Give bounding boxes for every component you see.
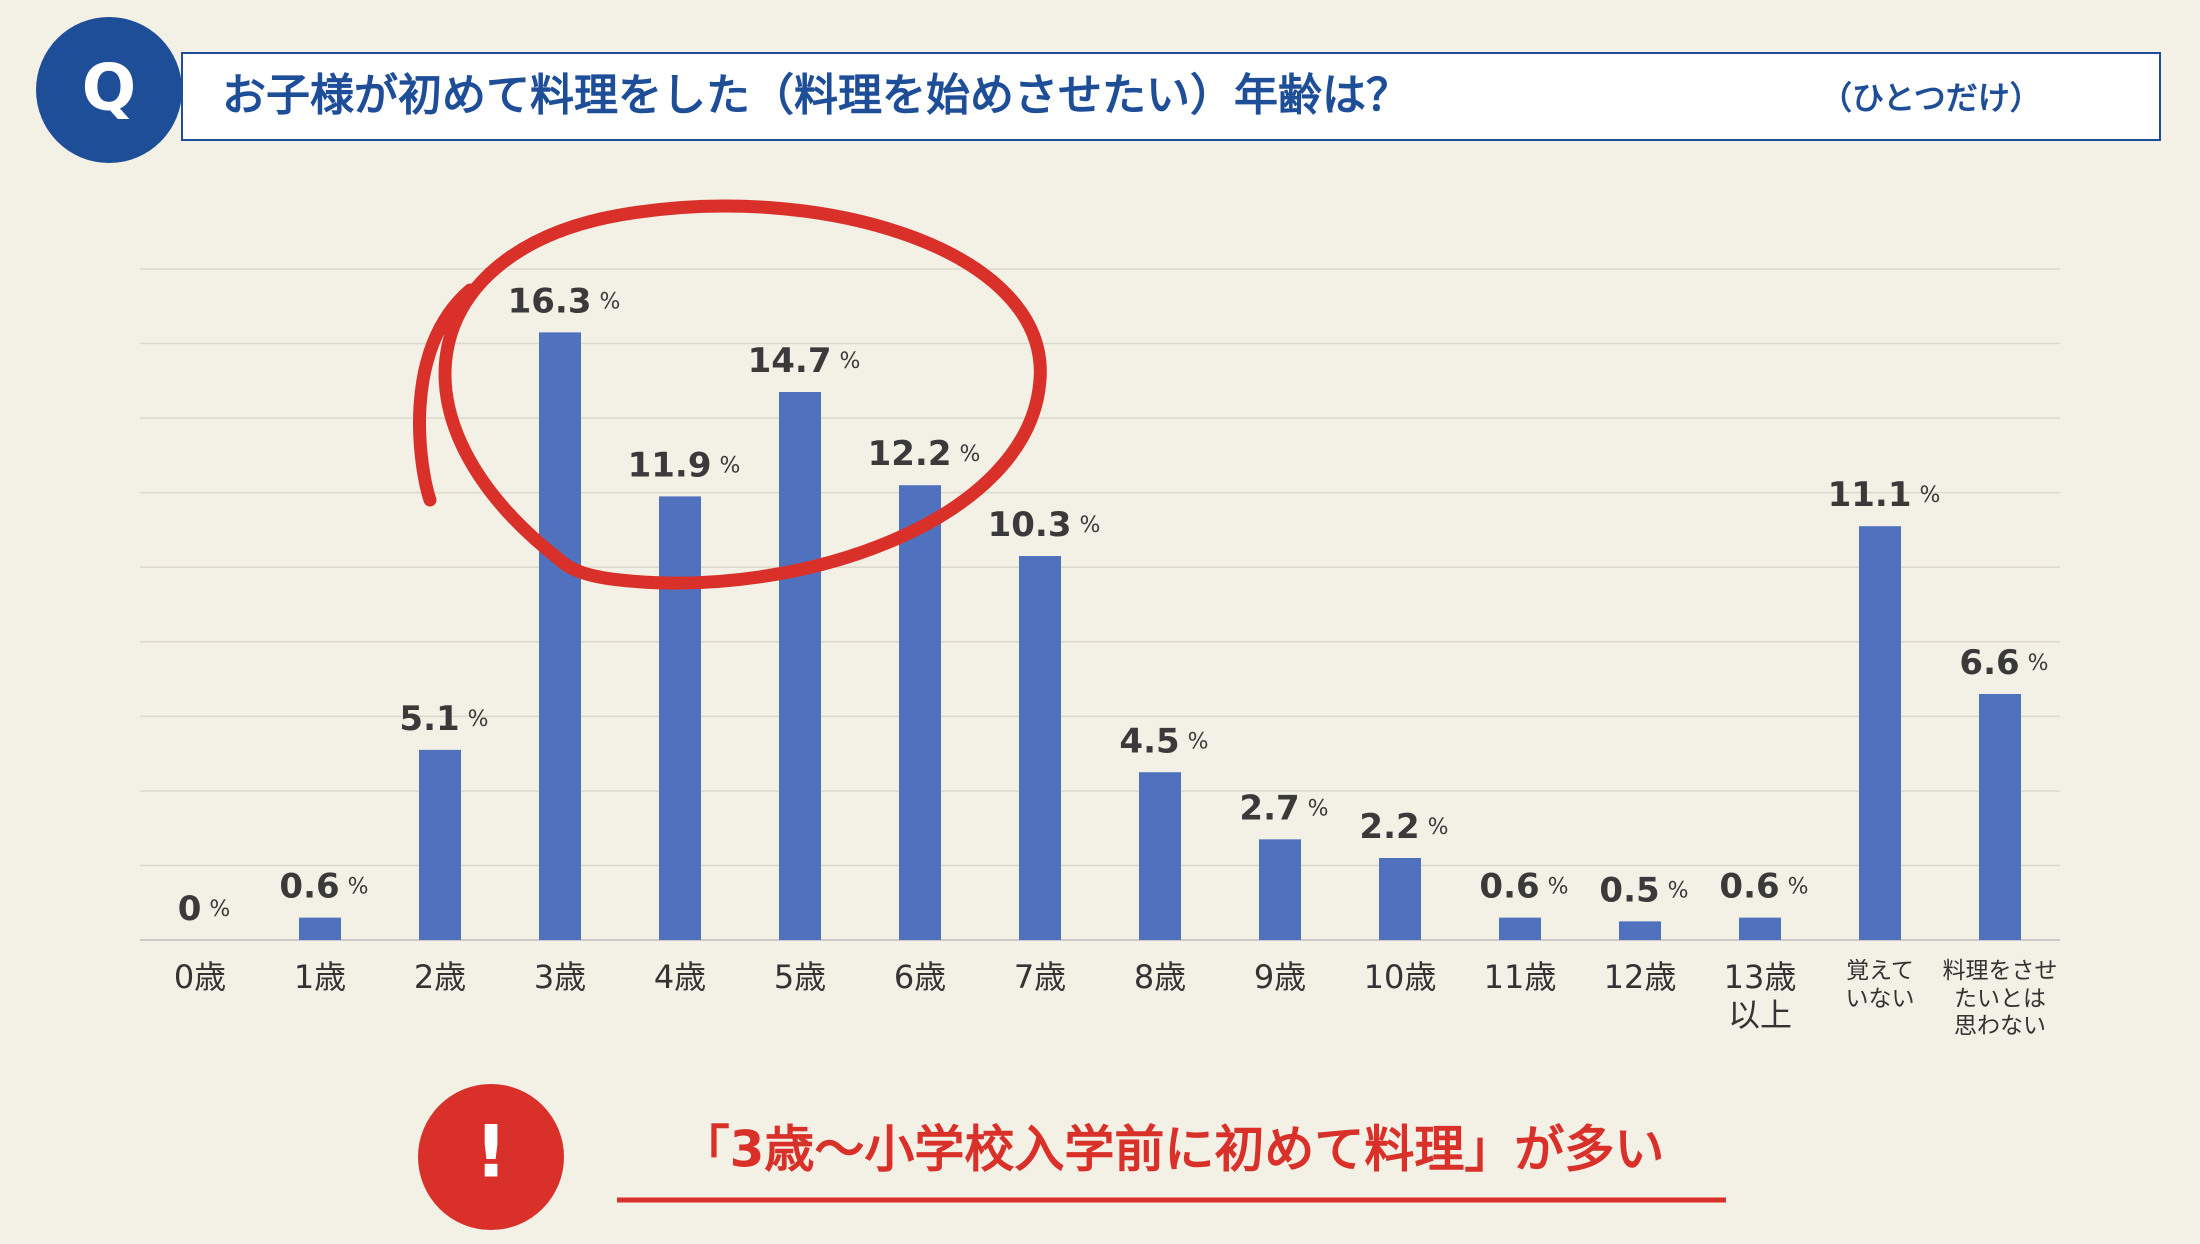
value-suffix: % <box>1428 815 1449 840</box>
value-suffix: % <box>209 897 230 922</box>
value-number: 0.6 <box>279 866 339 906</box>
x-tick-label: 6歳 <box>893 958 947 996</box>
value-number: 11.1 <box>1828 475 1912 515</box>
x-tick-label: 1歳 <box>293 958 347 996</box>
bar <box>1859 526 1901 940</box>
value-label: 0.6% <box>279 866 368 906</box>
bar <box>899 485 941 940</box>
value-suffix: % <box>1188 729 1209 754</box>
note-text: 「3歳～小学校入学前に初めて料理」が多い <box>680 1121 1665 1179</box>
value-label: 11.1% <box>1828 475 1941 515</box>
value-label: 6.6% <box>1959 642 2048 682</box>
value-number: 0.5 <box>1599 870 1659 910</box>
x-tick-label: 9歳 <box>1253 958 1307 996</box>
value-number: 0.6 <box>1719 866 1779 906</box>
value-number: 12.2 <box>868 434 952 474</box>
value-number: 11.9 <box>628 445 712 485</box>
q-badge-circle <box>36 17 182 163</box>
x-tick-label: 料理をさせ たいとは 思わない <box>1942 958 2058 1040</box>
value-suffix: % <box>1788 875 1809 900</box>
value-suffix: % <box>1308 796 1329 821</box>
value-label: 2.7% <box>1239 788 1328 828</box>
x-tick-label: 8歳 <box>1133 958 1187 996</box>
highlight-circle <box>413 199 1047 590</box>
value-suffix: % <box>839 349 860 374</box>
value-suffix: % <box>1548 875 1569 900</box>
x-tick-label: 0歳 <box>173 958 227 996</box>
x-tick-label: 3歳 <box>533 958 587 996</box>
x-tick-label: 覚えて いない <box>1845 958 1915 1012</box>
bar <box>1619 921 1661 940</box>
x-tick-label: 2歳 <box>413 958 467 996</box>
value-suffix: % <box>1668 878 1689 903</box>
value-label: 0.6% <box>1719 866 1808 906</box>
value-label: 0.5% <box>1599 870 1688 910</box>
value-label: 0% <box>178 889 231 929</box>
x-tick-label: 13歳 以上 <box>1723 958 1797 1035</box>
bar <box>539 332 581 941</box>
value-label: 0.6% <box>1479 866 1568 906</box>
value-suffix: % <box>959 442 980 467</box>
value-label: 14.7% <box>748 341 861 381</box>
bar <box>1259 839 1301 940</box>
x-tick-label: 4歳 <box>653 958 707 996</box>
title-box <box>181 52 2161 141</box>
bar <box>659 496 701 940</box>
bar <box>1379 857 1421 940</box>
value-label: 2.2% <box>1359 806 1448 846</box>
value-label: 11.9% <box>628 445 741 485</box>
value-number: 10.3 <box>988 505 1072 545</box>
value-label: 5.1% <box>399 698 488 738</box>
value-suffix: % <box>1919 483 1940 508</box>
plot: 0 %0.6 %5.1 %16.3 %11.9 %14.7 %12.2 %10.3 %4.5 %2… <box>140 268 2060 941</box>
value-number: 16.3 <box>508 281 592 321</box>
value-number: 0.6 <box>1479 866 1539 906</box>
value-suffix: % <box>468 707 489 732</box>
bar <box>1739 917 1781 940</box>
bar <box>1979 693 2021 940</box>
value-number: 6.6 <box>1959 642 2019 682</box>
x-tick-label: 12歳 <box>1603 958 1677 996</box>
value-suffix: % <box>719 453 740 478</box>
chart-title: お子様が初めて料理をした（料理を始めさせたい）年齢は？ <box>222 70 1410 121</box>
value-number: 2.7 <box>1239 788 1299 828</box>
value-number: 14.7 <box>748 341 832 381</box>
value-number: 5.1 <box>399 698 459 738</box>
bar <box>779 392 821 940</box>
x-tick-label: 5歳 <box>773 958 827 996</box>
value-number: 2.2 <box>1359 806 1419 846</box>
value-suffix: % <box>1079 513 1100 538</box>
bar <box>419 749 461 940</box>
note-badge: ! <box>475 1110 508 1194</box>
value-number: 4.5 <box>1119 721 1179 761</box>
value-label: 16.3% <box>508 281 621 321</box>
bar <box>1139 772 1181 940</box>
chart-subtitle: （ひとつだけ） <box>1820 79 2042 117</box>
bar <box>299 917 341 940</box>
bar <box>1019 556 1061 940</box>
q-badge: Q <box>82 52 136 126</box>
x-tick-label: 10歳 <box>1363 958 1437 996</box>
value-number: 0 <box>178 889 202 929</box>
bar <box>1499 917 1541 940</box>
x-tick-label: 7歳 <box>1013 958 1067 996</box>
note-badge-circle <box>418 1084 564 1230</box>
value-label: 10.3% <box>988 505 1101 545</box>
x-tick-label: 11歳 <box>1483 958 1557 996</box>
value-suffix: % <box>348 875 369 900</box>
value-suffix: % <box>2028 651 2049 676</box>
value-label: 12.2% <box>868 434 981 474</box>
value-label: 4.5% <box>1119 721 1208 761</box>
value-suffix: % <box>599 289 620 314</box>
